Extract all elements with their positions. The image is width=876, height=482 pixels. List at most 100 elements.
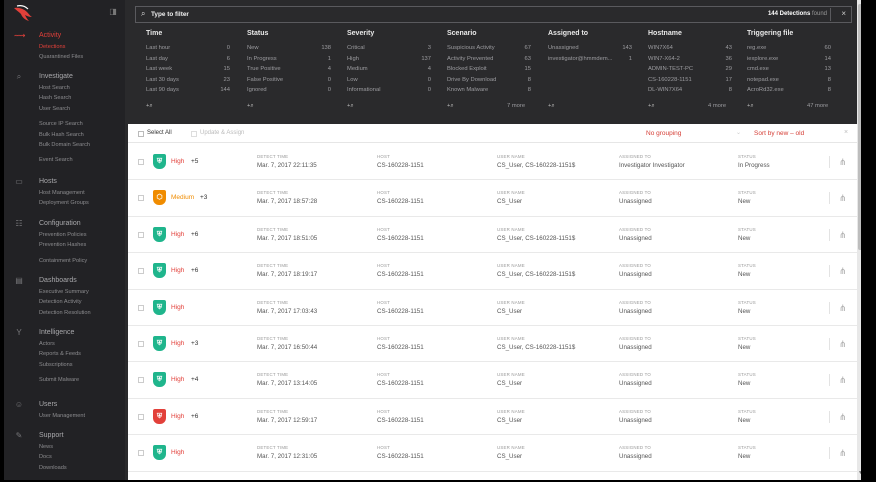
sidebar-item-quarantined-files[interactable]: Quarantined Files [39, 54, 84, 61]
row-checkbox[interactable] [138, 377, 144, 384]
facet-option[interactable]: Last day 6 [146, 56, 230, 67]
facet-option[interactable]: WIN7X64 43 [648, 45, 732, 56]
process-tree-icon[interactable]: ⋔ [839, 157, 847, 167]
sidebar-section-header[interactable]: Y Intelligence [4, 327, 125, 339]
falcon-logo-icon[interactable] [13, 4, 35, 22]
sidebar-item-docs[interactable]: Docs [39, 454, 52, 461]
sidebar-section-header[interactable]: ⟿ Activity [4, 30, 125, 42]
sidebar-item-downloads[interactable]: Downloads [39, 464, 67, 471]
grouping-dropdown[interactable]: No grouping [646, 130, 682, 137]
sort-dropdown[interactable]: Sort by new – old [754, 130, 805, 137]
facet-option[interactable]: CS-160228-1151 17 [648, 77, 732, 88]
detection-row[interactable]: ⬡ Medium +3 DETECT TIME Mar. 7, 2017 18:57:2… [128, 180, 858, 217]
facet-option[interactable]: Drive By Download 8 [447, 77, 531, 88]
sidebar-item-reports-feeds[interactable]: Reports & Feeds [39, 351, 81, 358]
process-tree-icon[interactable]: ⋔ [839, 302, 847, 313]
facet-option[interactable]: Critical 3 [347, 45, 431, 56]
facet-option[interactable]: Unassigned 143 [548, 45, 632, 56]
row-checkbox[interactable] [138, 413, 144, 420]
facet-option[interactable]: notepad.exe 8 [747, 77, 831, 88]
facet-option[interactable]: True Positive 4 [247, 66, 331, 77]
process-tree-icon[interactable]: ⋔ [839, 193, 847, 204]
sidebar-item-prevention-policies[interactable]: Prevention Policies [39, 232, 87, 238]
select-all-label[interactable]: Select All [147, 130, 172, 136]
row-checkbox[interactable] [138, 268, 144, 275]
facet-more-link[interactable]: 7 more [507, 103, 526, 109]
update-assign-button[interactable]: Update & Assign [200, 130, 245, 136]
facet-option[interactable]: ADMIN-TEST-PC 29 [648, 66, 732, 77]
facet-option[interactable]: High 137 [347, 56, 431, 67]
sidebar-item-bulk-domain-search[interactable]: Bulk Domain Search [39, 141, 90, 148]
facet-option[interactable]: Informational 0 [347, 87, 431, 98]
select-all-checkbox[interactable] [138, 131, 144, 137]
facet-option[interactable]: Ignored 0 [247, 87, 331, 98]
collapse-sidebar-icon[interactable]: ◨ [109, 7, 117, 16]
facet-more-link[interactable]: 4 more [708, 103, 727, 109]
close-icon[interactable]: × [841, 9, 846, 18]
facet-option[interactable]: Last hour 0 [146, 45, 230, 56]
detection-row[interactable]: ⛨ High +6 DETECT TIME Mar. 7, 2017 12:59:17 H… [128, 398, 858, 436]
detection-row[interactable]: ⛨ High DETECT TIME Mar. 7, 2017 12:31:05 HOS… [128, 435, 858, 472]
process-tree-icon[interactable]: ⋔ [839, 375, 847, 386]
detection-row[interactable]: ⛨ High +6 DETECT TIME Mar. 7, 2017 18:19:17 H… [128, 253, 858, 290]
sidebar-item-detection-activity[interactable]: Detection Activity [39, 299, 82, 306]
facet-option[interactable]: Activity Prevented 63 [447, 56, 531, 67]
row-checkbox[interactable] [138, 304, 144, 311]
facet-option[interactable]: In Progress 1 [247, 56, 331, 67]
sidebar-item-host-management[interactable]: Host Management [39, 190, 85, 196]
facet-option[interactable]: Known Malware 8 [447, 87, 531, 98]
detection-row[interactable]: ⛨ High +3 DETECT TIME Mar. 7, 2017 16:50:44 H… [128, 325, 858, 363]
add-filter-icon[interactable]: +⌕ [146, 103, 153, 109]
facet-option[interactable]: Medium 4 [347, 66, 431, 77]
row-checkbox[interactable] [138, 195, 144, 202]
facet-option[interactable]: Low 0 [347, 77, 431, 88]
facet-option[interactable]: investigator@hmmdem... 1 [548, 56, 632, 67]
facet-option[interactable]: Last 30 days 23 [146, 77, 230, 88]
sidebar-item-event-search[interactable]: Event Search [39, 157, 73, 164]
add-filter-icon[interactable]: +⌕ [747, 103, 754, 109]
facet-option[interactable]: Last week 15 [146, 66, 230, 77]
sidebar-item-deployment-groups[interactable]: Deployment Groups [39, 200, 89, 207]
row-checkbox[interactable] [138, 340, 144, 347]
process-tree-icon[interactable]: ⋔ [839, 448, 847, 459]
sidebar-section-header[interactable]: ⌕ Investigate [4, 71, 125, 83]
sidebar-item-detection-resolution[interactable]: Detection Resolution [39, 309, 91, 316]
facet-option[interactable]: Blocked Exploit 15 [447, 66, 531, 77]
add-filter-icon[interactable]: +⌕ [347, 103, 354, 109]
detection-row[interactable]: ⛨ High +5 DETECT TIME Mar. 7, 2017 22:11:35 H… [128, 144, 858, 181]
row-checkbox[interactable] [138, 159, 144, 165]
facet-option[interactable]: Suspicious Activity 67 [447, 45, 531, 56]
scroll-down-icon[interactable]: ▼ [858, 470, 861, 476]
facet-option[interactable]: cmd.exe 13 [747, 66, 831, 77]
sidebar-item-host-search[interactable]: Host Search [39, 85, 70, 91]
facet-option[interactable]: iexplore.exe 14 [747, 56, 831, 67]
sidebar-item-hash-search[interactable]: Hash Search [39, 95, 72, 102]
sidebar-section-header[interactable]: ▭ Hosts [4, 176, 125, 188]
sidebar-item-prevention-hashes[interactable]: Prevention Hashes [39, 242, 87, 249]
facet-option[interactable]: Last 90 days 144 [146, 87, 230, 98]
facet-option[interactable]: reg.exe 60 [747, 45, 831, 56]
sidebar-item-source-ip-search[interactable]: Source IP Search [39, 121, 83, 128]
sidebar-item-user-management[interactable]: User Management [39, 413, 86, 419]
sidebar-item-containment-policy[interactable]: Containment Policy [39, 257, 88, 264]
scrollbar-thumb[interactable] [858, 4, 861, 250]
sidebar-section-header[interactable]: ☷ Configuration [4, 218, 125, 230]
process-tree-icon[interactable]: ⋔ [839, 338, 847, 349]
row-checkbox[interactable] [138, 450, 144, 457]
detection-row[interactable]: ⛨ High DETECT TIME Mar. 7, 2017 17:03:43 HOS… [128, 289, 858, 326]
sidebar-item-subscriptions[interactable]: Subscriptions [39, 361, 73, 368]
filter-input[interactable] [151, 8, 551, 21]
process-tree-icon[interactable]: ⋔ [839, 411, 847, 422]
process-tree-icon[interactable]: ⋔ [839, 266, 847, 277]
facet-option[interactable]: WIN7-X64-2 36 [648, 56, 732, 67]
detection-row[interactable]: ⛨ High +6 DETECT TIME Mar. 7, 2017 18:51:05 H… [128, 216, 858, 254]
process-tree-icon[interactable]: ⋔ [839, 229, 847, 240]
detection-row[interactable]: ⛨ High +4 DETECT TIME Mar. 7, 2017 13:14:05 H… [128, 362, 858, 399]
facet-option[interactable]: New 138 [247, 45, 331, 56]
row-checkbox[interactable] [138, 231, 144, 238]
sidebar-item-submit-malware[interactable]: Submit Malware [39, 377, 80, 384]
add-filter-icon[interactable]: +⌕ [548, 103, 555, 109]
chevron-down-icon[interactable]: ⌄ [736, 130, 742, 136]
sidebar-item-executive-summary[interactable]: Executive Summary [39, 289, 89, 295]
sidebar-section-header[interactable]: ✎ Support [4, 430, 125, 442]
